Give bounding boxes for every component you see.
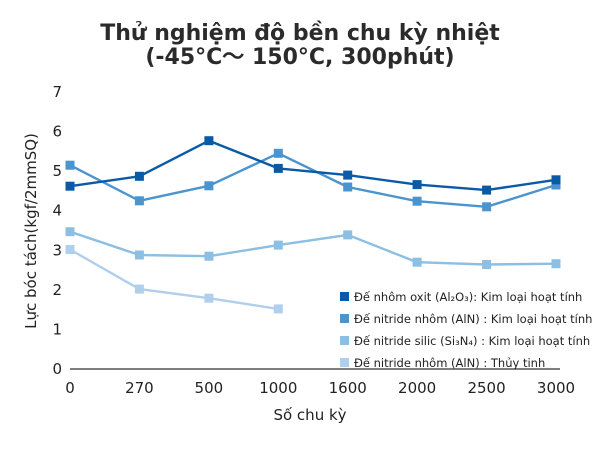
- series-line: [69, 248, 279, 311]
- y-tick-label: 4: [52, 202, 62, 220]
- x-tick-label: 3000: [537, 379, 575, 397]
- data-point: [482, 202, 492, 212]
- series-1: [65, 136, 561, 195]
- data-point: [134, 171, 144, 181]
- data-point: [551, 180, 561, 190]
- legend-label: Đế nhôm oxit (Al₂O₃): Kim loại hoạt tính: [354, 290, 582, 304]
- x-tick-label: 2000: [398, 379, 436, 397]
- data-point: [204, 181, 214, 191]
- x-tick-label: 1000: [259, 379, 297, 397]
- chart-title-line-1: Thử nghiệm độ bền chu kỳ nhiệt: [100, 21, 500, 46]
- chart-title: Thử nghiệm độ bền chu kỳ nhiệt (-45°C～ 1…: [100, 21, 500, 70]
- x-tick-label: 0: [65, 379, 75, 397]
- data-point: [273, 148, 283, 158]
- data-point: [412, 257, 422, 267]
- x-axis-label: Số chu kỳ: [273, 406, 346, 424]
- legend-item: Đế nhôm oxit (Al₂O₃): Kim loại hoạt tính: [340, 290, 582, 304]
- series-3: [65, 227, 561, 269]
- legend-label: Đế nitride nhôm (AlN) : Thủy tinh: [354, 356, 545, 370]
- data-point: [273, 163, 283, 173]
- series-line: [69, 139, 557, 192]
- data-point: [273, 240, 283, 250]
- legend-item: Đế nitride silic (Si₃N₄) : Kim loại hoạt…: [340, 334, 590, 348]
- legend-marker: [340, 314, 349, 323]
- y-tick-label: 6: [52, 123, 62, 141]
- data-point: [65, 181, 75, 191]
- x-tick-label: 1600: [329, 379, 367, 397]
- series-line: [69, 152, 557, 209]
- y-tick-label: 5: [52, 162, 62, 180]
- data-point: [343, 230, 353, 240]
- series-layer: [65, 136, 561, 314]
- chart-title-line-2: (-45°C～ 150°C, 300phút): [145, 45, 454, 70]
- data-point: [482, 260, 492, 269]
- data-point: [204, 251, 214, 261]
- data-point: [65, 160, 75, 170]
- y-tick-labels: 0 1 2 3 4 5 6 7: [52, 83, 62, 378]
- data-point: [134, 250, 144, 260]
- data-point: [412, 196, 422, 206]
- data-point: [412, 180, 422, 190]
- y-tick-label: 7: [52, 83, 62, 101]
- data-point: [65, 245, 75, 254]
- legend-item: Đế nitride nhôm (AlN) : Thủy tinh: [340, 356, 545, 370]
- data-point: [204, 293, 214, 303]
- x-tick-label: 500: [195, 379, 224, 397]
- y-axis-label: Lực bóc tách(kgf/2mmSQ): [22, 133, 40, 329]
- legend-marker: [340, 292, 349, 301]
- data-point: [134, 196, 144, 206]
- legend-marker: [340, 336, 349, 345]
- legend: Đế nhôm oxit (Al₂O₃): Kim loại hoạt tính…: [340, 290, 592, 370]
- data-point: [482, 185, 492, 195]
- legend-label: Đế nitride silic (Si₃N₄) : Kim loại hoạt…: [354, 334, 590, 348]
- x-tick-labels: 0 270 500 1000 1600 2000 2500 3000: [65, 379, 575, 397]
- data-point: [65, 227, 75, 237]
- y-tick-label: 0: [52, 360, 62, 378]
- y-tick-label: 3: [52, 241, 62, 259]
- data-point: [134, 284, 144, 294]
- series-2: [65, 148, 561, 212]
- data-point: [551, 259, 561, 269]
- data-point: [273, 304, 283, 314]
- data-point: [343, 170, 353, 180]
- data-point: [343, 182, 353, 192]
- series-4: [65, 245, 283, 314]
- y-tick-label: 1: [52, 320, 62, 338]
- legend-marker: [340, 358, 349, 367]
- data-point: [204, 136, 214, 146]
- x-tick-label: 2500: [467, 379, 505, 397]
- data-point: [551, 175, 561, 185]
- series-line: [69, 230, 557, 266]
- x-tick-label: 270: [125, 379, 154, 397]
- y-tick-label: 2: [52, 281, 62, 299]
- legend-label: Đế nitride nhôm (AlN) : Kim loại hoạt tí…: [354, 312, 592, 326]
- legend-item: Đế nitride nhôm (AlN) : Kim loại hoạt tí…: [340, 312, 592, 326]
